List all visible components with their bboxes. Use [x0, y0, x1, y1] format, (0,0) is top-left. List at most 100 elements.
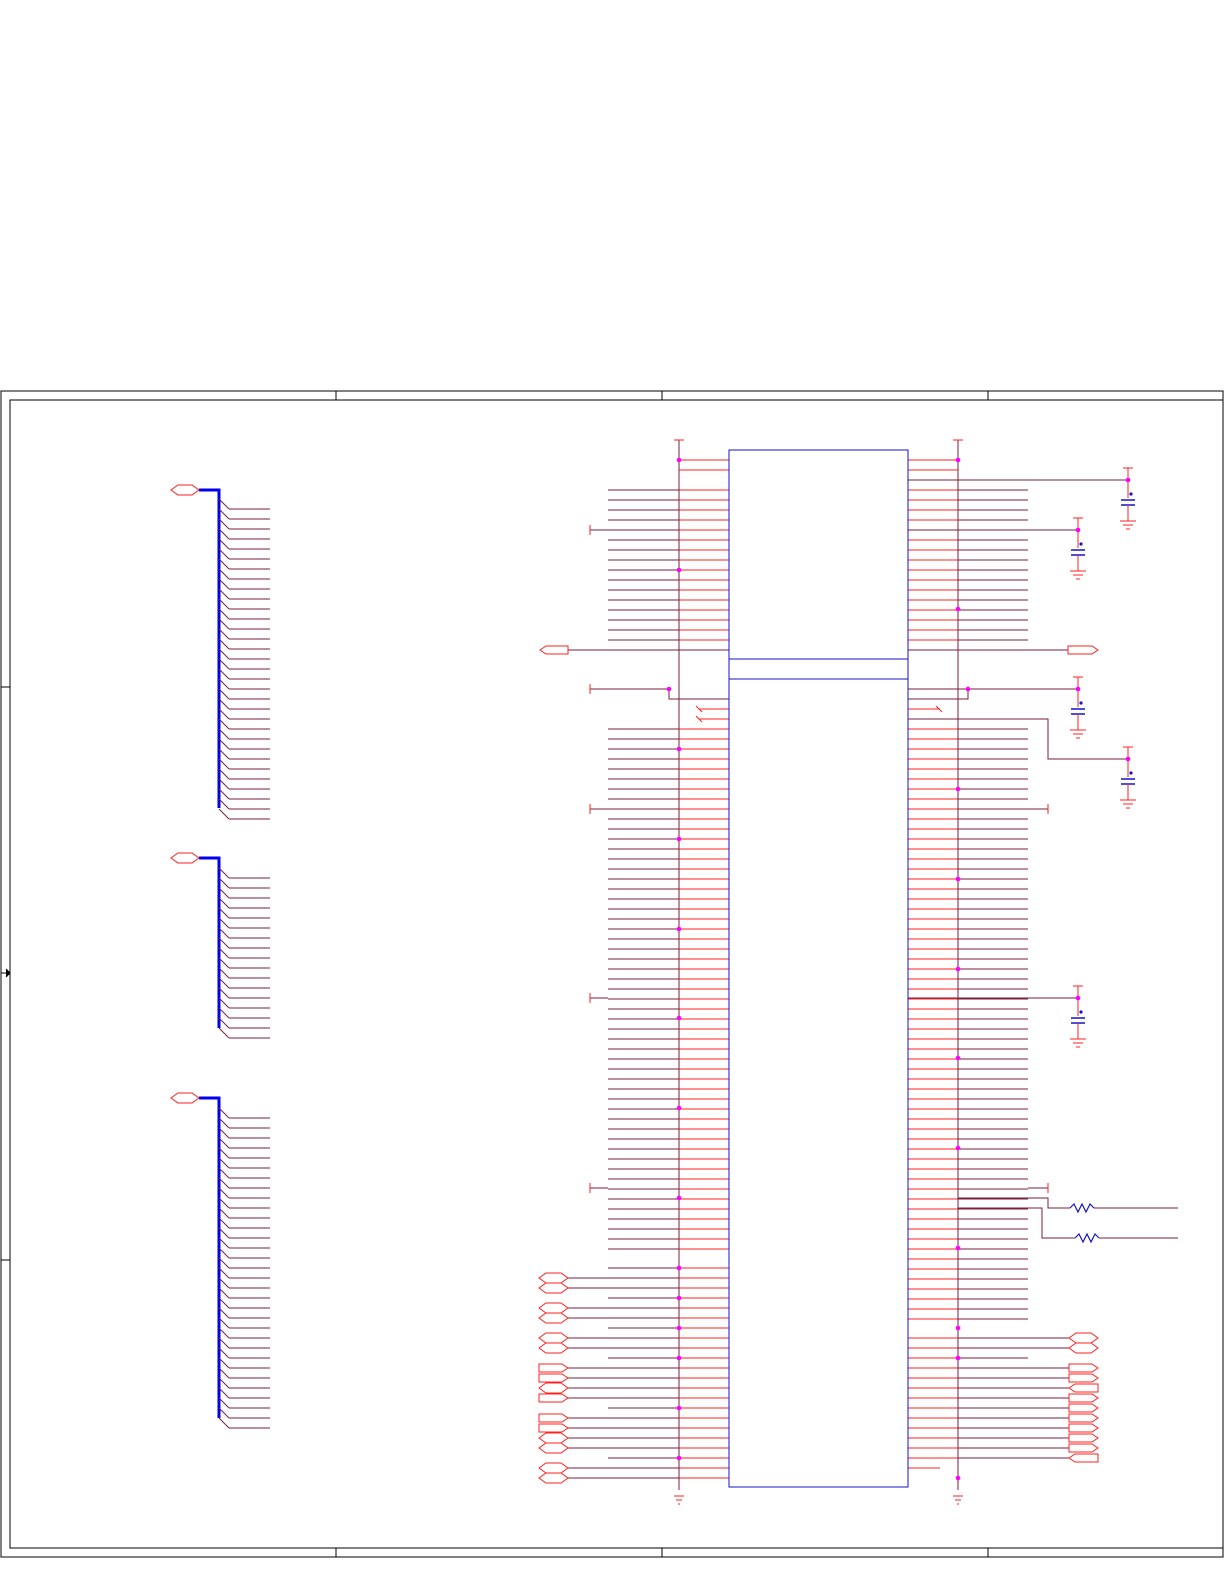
bus-entry — [218, 1397, 230, 1409]
bidir-port — [538, 1342, 569, 1354]
resistor-lead — [958, 1197, 1070, 1209]
bus-entry — [218, 778, 230, 790]
power-rails — [674, 439, 963, 1505]
bus-entry — [218, 638, 230, 650]
bus-entry — [218, 897, 230, 909]
signal-port — [1068, 1373, 1099, 1383]
signal-port — [1068, 1433, 1099, 1443]
junction-dot — [1125, 477, 1131, 483]
bus-entry — [218, 748, 230, 760]
bus-entry — [218, 1187, 230, 1199]
bus-entry — [218, 528, 230, 540]
junction-dot — [1075, 527, 1081, 533]
bus-entry — [218, 1237, 230, 1249]
bus-entry — [218, 1287, 230, 1299]
signal-port — [538, 1393, 569, 1403]
signal-port — [1068, 1453, 1099, 1463]
bus-entry — [218, 1257, 230, 1269]
bus-entry — [218, 1107, 230, 1119]
bus-entry — [218, 967, 230, 979]
bus-entry — [218, 997, 230, 1009]
bus-entry — [218, 957, 230, 969]
bidir-port — [538, 1432, 569, 1444]
junction-dot — [1075, 995, 1081, 1001]
bus-entry — [218, 1217, 230, 1229]
bus-entry — [218, 1127, 230, 1139]
bidir-port — [538, 1472, 569, 1484]
junction-dot — [676, 1195, 682, 1201]
bus-entry — [218, 728, 230, 740]
junction-dot — [955, 1355, 961, 1361]
cap-polarity-dot — [1079, 1010, 1083, 1014]
nc-mark — [695, 715, 703, 723]
bus-entry — [218, 1197, 230, 1209]
bus-group — [199, 488, 270, 1429]
bus-entry — [218, 708, 230, 720]
bus-line — [199, 488, 221, 808]
bus-entry — [218, 947, 230, 959]
right-pin-wires — [908, 459, 1128, 1469]
signal-port — [1068, 1443, 1099, 1453]
bus-entry — [218, 867, 230, 879]
bidir-port — [538, 1282, 569, 1294]
zone-arrow-head — [5, 968, 11, 978]
cap-polarity-dot — [1129, 492, 1133, 496]
bidir-port — [538, 1272, 569, 1284]
bidir-port — [538, 1312, 569, 1324]
bus-entry — [218, 1017, 230, 1029]
junction-dot — [676, 1405, 682, 1411]
bus-entry — [218, 1167, 230, 1179]
junction-dot — [666, 686, 672, 692]
junction-dot — [676, 1455, 682, 1461]
bus-entry — [218, 508, 230, 520]
bus-entry — [218, 937, 230, 949]
bidir-port — [538, 1462, 569, 1474]
signal-port — [538, 1423, 569, 1433]
bus-entry — [218, 788, 230, 800]
junction-dot — [955, 606, 961, 612]
bus-entry — [218, 768, 230, 780]
junction-dot — [676, 1355, 682, 1361]
nc-mark — [935, 705, 943, 713]
signal-port — [1068, 1403, 1099, 1413]
junction-dot — [676, 836, 682, 842]
bus-entry — [218, 798, 230, 810]
cap-polarity-dot — [1079, 701, 1083, 705]
bus-entry — [218, 618, 230, 630]
left-pin-wires — [568, 459, 729, 1479]
bidir-port — [1068, 1342, 1099, 1354]
signal-port — [1068, 1383, 1099, 1393]
bus-entry — [218, 668, 230, 680]
junction-dot — [676, 567, 682, 573]
bus-entry — [218, 718, 230, 730]
power-tap — [908, 689, 969, 700]
bus-entry — [218, 1317, 230, 1329]
power-tap — [668, 689, 729, 700]
junction-dot — [1075, 686, 1081, 692]
signal-port — [538, 1413, 569, 1423]
junction-dot — [676, 1325, 682, 1331]
bus-entry — [218, 1297, 230, 1309]
signal-port — [1068, 1413, 1099, 1423]
bidir-port — [1068, 1332, 1099, 1344]
bus-port — [170, 1092, 200, 1104]
bus-entry — [218, 1307, 230, 1319]
bus-entry — [218, 1007, 230, 1019]
bus-entry — [218, 1277, 230, 1289]
bus-entry — [218, 738, 230, 750]
bus-line — [199, 856, 221, 1028]
bus-entry — [218, 678, 230, 690]
bus-entry — [218, 907, 230, 919]
nc-mark — [695, 705, 703, 713]
resistor-lead — [958, 1207, 1075, 1239]
bus-entry — [218, 658, 230, 670]
bus-entry — [218, 1117, 230, 1129]
bus-entry — [218, 1207, 230, 1219]
signal-port — [1068, 1423, 1099, 1433]
bus-entry — [218, 1157, 230, 1169]
bus-entry — [218, 808, 230, 820]
connector-block — [728, 449, 909, 1488]
junction-dot — [676, 746, 682, 752]
bus-entry — [218, 1387, 230, 1399]
ic-body — [728, 449, 909, 1488]
